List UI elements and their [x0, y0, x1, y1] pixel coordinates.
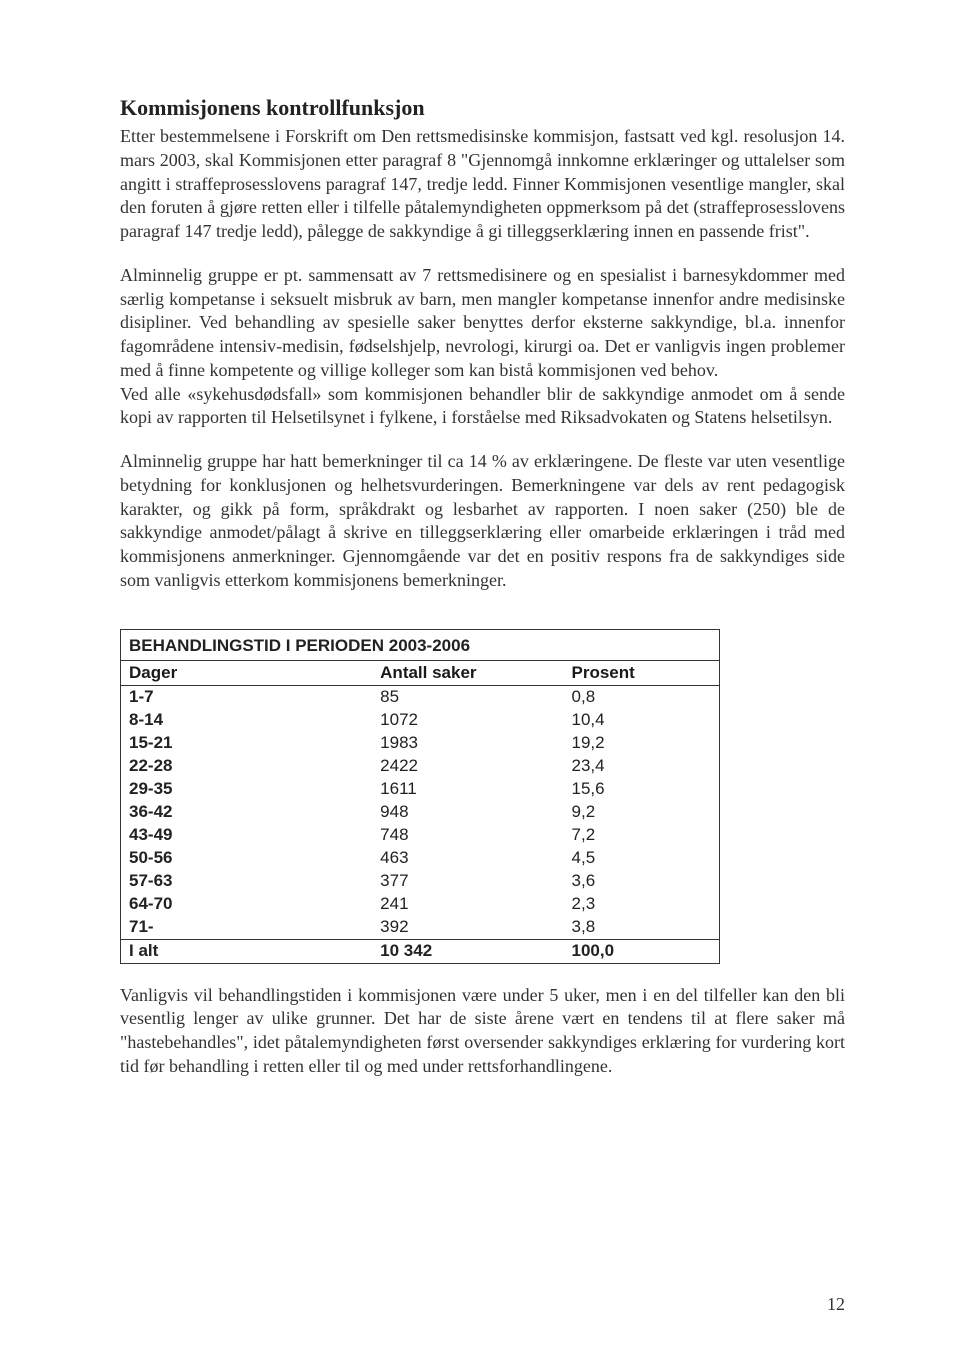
- paragraph-4: Vanligvis vil behandlingstiden i kommisj…: [120, 984, 845, 1079]
- cell-dager: 36-42: [121, 801, 372, 824]
- total-prosent: 100,0: [564, 939, 719, 963]
- cell-prosent: 2,3: [564, 893, 719, 916]
- table-row: 29-35161115,6: [121, 778, 719, 801]
- cell-dager: 15-21: [121, 732, 372, 755]
- cell-antall: 463: [372, 847, 563, 870]
- table-row: 50-564634,5: [121, 847, 719, 870]
- cell-prosent: 0,8: [564, 685, 719, 709]
- col-header-antall: Antall saker: [372, 660, 563, 685]
- cell-antall: 748: [372, 824, 563, 847]
- table-row: 22-28242223,4: [121, 755, 719, 778]
- page-number: 12: [827, 1294, 845, 1315]
- table-row: 71-3923,8: [121, 916, 719, 940]
- table-row: 15-21198319,2: [121, 732, 719, 755]
- section-heading: Kommisjonens kontrollfunksjon: [120, 95, 845, 121]
- paragraph-1: Etter bestemmelsene i Forskrift om Den r…: [120, 125, 845, 244]
- cell-dager: 71-: [121, 916, 372, 940]
- cell-antall: 1611: [372, 778, 563, 801]
- cell-dager: 43-49: [121, 824, 372, 847]
- table-row: 57-633773,6: [121, 870, 719, 893]
- cell-prosent: 10,4: [564, 709, 719, 732]
- total-antall: 10 342: [372, 939, 563, 963]
- cell-prosent: 15,6: [564, 778, 719, 801]
- table-row: 43-497487,2: [121, 824, 719, 847]
- cell-dager: 64-70: [121, 893, 372, 916]
- cell-prosent: 9,2: [564, 801, 719, 824]
- col-header-prosent: Prosent: [564, 660, 719, 685]
- cell-antall: 2422: [372, 755, 563, 778]
- paragraph-2a: Alminnelig gruppe er pt. sammensatt av 7…: [120, 264, 845, 383]
- table-row: 64-702412,3: [121, 893, 719, 916]
- processing-time-table: BEHANDLINGSTID I PERIODEN 2003-2006 Dage…: [120, 629, 720, 964]
- cell-prosent: 23,4: [564, 755, 719, 778]
- cell-antall: 392: [372, 916, 563, 940]
- cell-prosent: 4,5: [564, 847, 719, 870]
- cell-prosent: 7,2: [564, 824, 719, 847]
- table-row: 36-429489,2: [121, 801, 719, 824]
- data-table: Dager Antall saker Prosent 1-7850,88-141…: [121, 660, 719, 963]
- table-row: 1-7850,8: [121, 685, 719, 709]
- table-total-row: I alt10 342100,0: [121, 939, 719, 963]
- cell-dager: 8-14: [121, 709, 372, 732]
- cell-prosent: 3,6: [564, 870, 719, 893]
- cell-antall: 85: [372, 685, 563, 709]
- cell-dager: 22-28: [121, 755, 372, 778]
- table-body: 1-7850,88-14107210,415-21198319,222-2824…: [121, 685, 719, 963]
- paragraph-2b: Ved alle «sykehusdødsfall» som kommisjon…: [120, 383, 845, 431]
- cell-antall: 948: [372, 801, 563, 824]
- table-title: BEHANDLINGSTID I PERIODEN 2003-2006: [121, 630, 719, 660]
- cell-dager: 57-63: [121, 870, 372, 893]
- col-header-dager: Dager: [121, 660, 372, 685]
- total-label: I alt: [121, 939, 372, 963]
- cell-prosent: 3,8: [564, 916, 719, 940]
- cell-dager: 1-7: [121, 685, 372, 709]
- paragraph-3: Alminnelig gruppe har hatt bemerkninger …: [120, 450, 845, 593]
- table-row: 8-14107210,4: [121, 709, 719, 732]
- cell-antall: 1983: [372, 732, 563, 755]
- cell-antall: 377: [372, 870, 563, 893]
- cell-dager: 29-35: [121, 778, 372, 801]
- table-header-row: Dager Antall saker Prosent: [121, 660, 719, 685]
- cell-prosent: 19,2: [564, 732, 719, 755]
- cell-dager: 50-56: [121, 847, 372, 870]
- cell-antall: 241: [372, 893, 563, 916]
- cell-antall: 1072: [372, 709, 563, 732]
